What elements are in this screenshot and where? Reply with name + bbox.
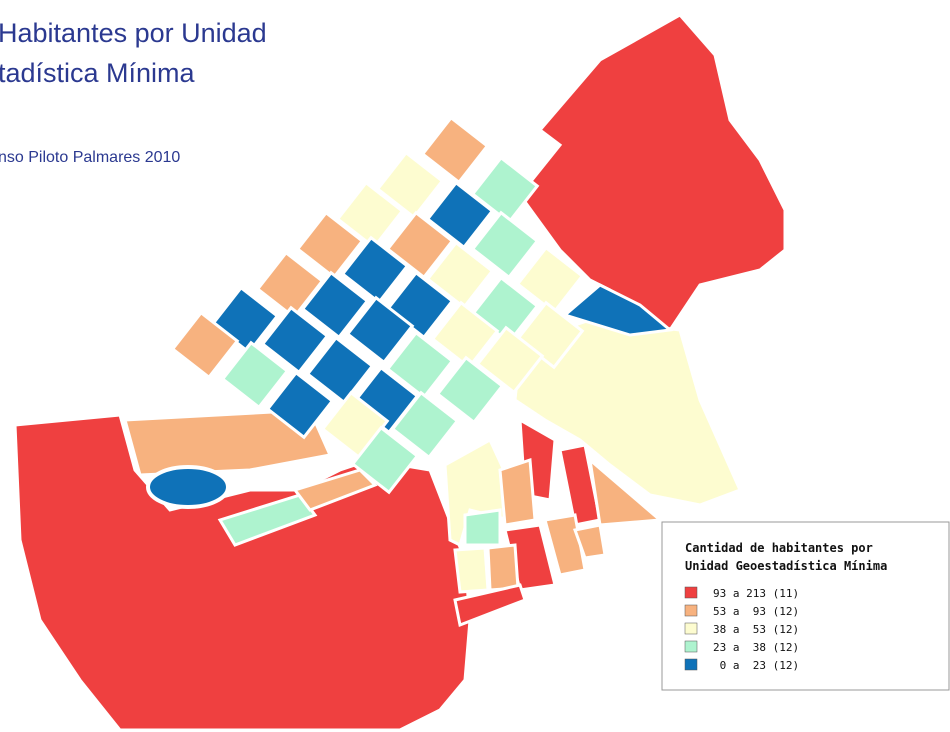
block	[305, 335, 375, 405]
block	[453, 583, 527, 628]
map	[13, 13, 787, 732]
legend-swatch	[684, 586, 698, 599]
legend-title: Cantidad de habitantes por	[685, 541, 873, 555]
legend-label: 0 a 23 (12)	[713, 659, 799, 672]
block	[486, 543, 520, 592]
legend-items: 93 a 213 (11) 53 a 93 (12) 38 a 53 (12) 23 …	[684, 586, 799, 672]
block	[295, 210, 365, 280]
block	[475, 325, 545, 395]
legend-box	[661, 521, 950, 691]
block	[515, 245, 585, 315]
block	[425, 180, 495, 250]
block	[260, 305, 330, 375]
block	[425, 240, 495, 310]
block	[350, 425, 420, 495]
block	[420, 115, 490, 185]
legend-label: 23 a 38 (12)	[713, 641, 799, 654]
block	[470, 210, 540, 280]
title-line: Habitantes por Unidad	[0, 18, 267, 48]
legend-label: 53 a 93 (12)	[713, 605, 799, 618]
legend-swatch	[684, 640, 698, 653]
block	[573, 523, 607, 560]
block	[146, 465, 230, 509]
block	[335, 180, 405, 250]
block	[390, 390, 460, 460]
block	[375, 150, 445, 220]
block	[385, 330, 455, 400]
block	[220, 340, 290, 410]
block	[255, 250, 325, 320]
legend-label: 93 a 213 (11)	[713, 587, 799, 600]
block	[561, 283, 674, 337]
block	[170, 310, 240, 380]
block	[430, 300, 500, 370]
title-line: tadística Mínima	[0, 58, 196, 88]
block	[453, 546, 490, 594]
block	[345, 295, 415, 365]
block	[498, 457, 537, 527]
block	[292, 468, 378, 512]
legend-swatch	[684, 658, 698, 671]
subtitle: nso Piloto Palmares 2010	[0, 149, 180, 166]
legend-label: 38 a 53 (12)	[713, 623, 799, 636]
block	[340, 235, 410, 305]
block	[217, 493, 318, 547]
block	[463, 508, 502, 547]
block	[435, 355, 505, 425]
block	[300, 270, 370, 340]
legend-swatch	[684, 622, 698, 635]
block	[587, 456, 664, 527]
legend-swatch	[684, 604, 698, 617]
block	[265, 370, 335, 440]
legend-title: Unidad Geoestadística Mínima	[685, 559, 887, 573]
